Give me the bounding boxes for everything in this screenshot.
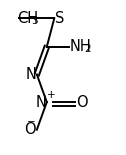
Text: +: + (46, 90, 55, 100)
Text: CH: CH (18, 11, 39, 26)
Text: O: O (25, 122, 36, 137)
Text: −: − (27, 117, 36, 127)
Text: 3: 3 (31, 16, 38, 26)
Text: O: O (76, 95, 88, 110)
Text: S: S (55, 11, 64, 26)
Text: N: N (25, 67, 36, 82)
Text: N: N (35, 95, 46, 110)
Text: NH: NH (70, 39, 92, 54)
Text: 2: 2 (84, 44, 91, 54)
